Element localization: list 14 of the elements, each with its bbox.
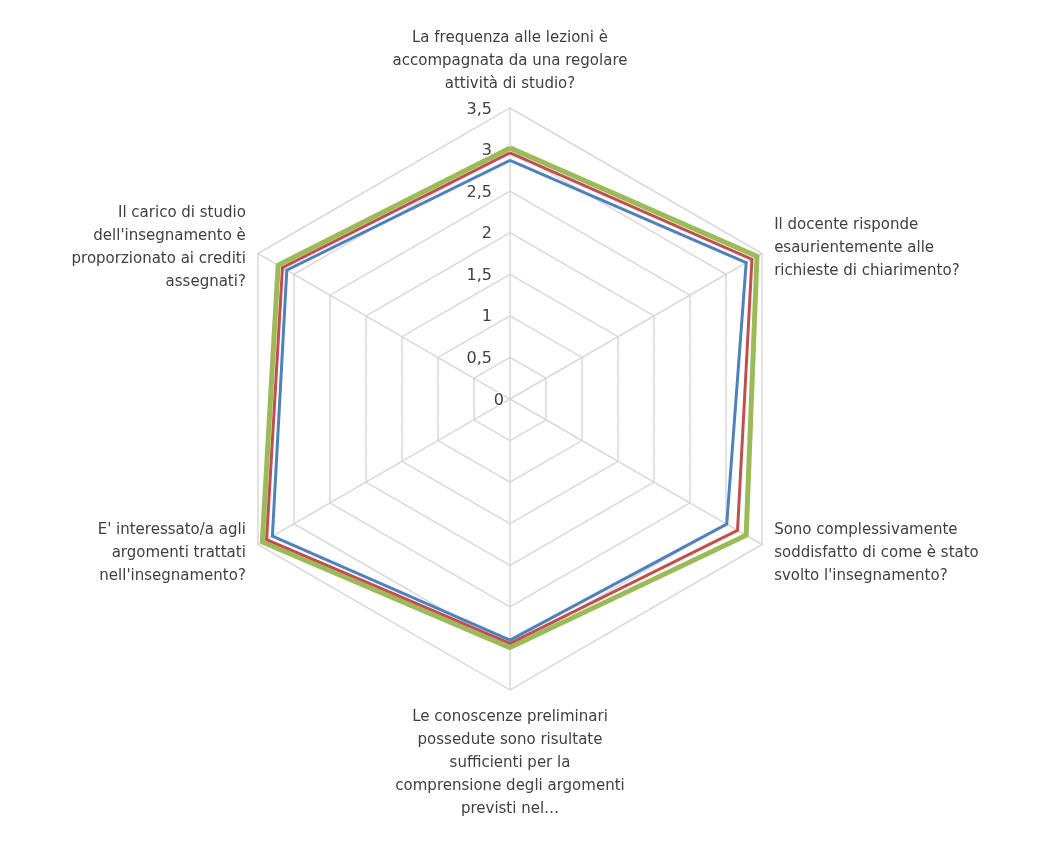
y-tick-label: 1 — [481, 306, 492, 326]
spoke-label: La frequenza alle lezioni è accompagnata da una regolare attività di studio? — [392, 27, 628, 92]
y-tick-label: 1,5 — [466, 264, 492, 284]
y-tick-label: 0 — [493, 389, 504, 409]
spoke-label: Le conoscenze preliminari possedute sono risultate sufficienti per la comprensione degli argomenti previsti nel… — [395, 706, 625, 817]
spoke-label: E' interessato/a agli argomenti trattati nell'insegnamento? — [97, 519, 246, 584]
spoke-label: Il docente risponde esaurientemente alle richieste di chiarimento? — [774, 214, 960, 279]
y-tick-label: 3 — [481, 140, 492, 160]
y-tick-label: 2 — [481, 223, 492, 243]
y-tick-label: 3,5 — [466, 98, 492, 118]
y-tick-label: 2,5 — [466, 181, 492, 201]
y-tick-label: 0,5 — [466, 347, 492, 367]
spoke-label: Il carico di studio dell'insegnamento è proporzionato ai crediti assegnati? — [71, 203, 246, 290]
spoke-label: Sono complessivamente soddisfatto di come è stato svolto l'insegnamento? — [774, 519, 979, 584]
